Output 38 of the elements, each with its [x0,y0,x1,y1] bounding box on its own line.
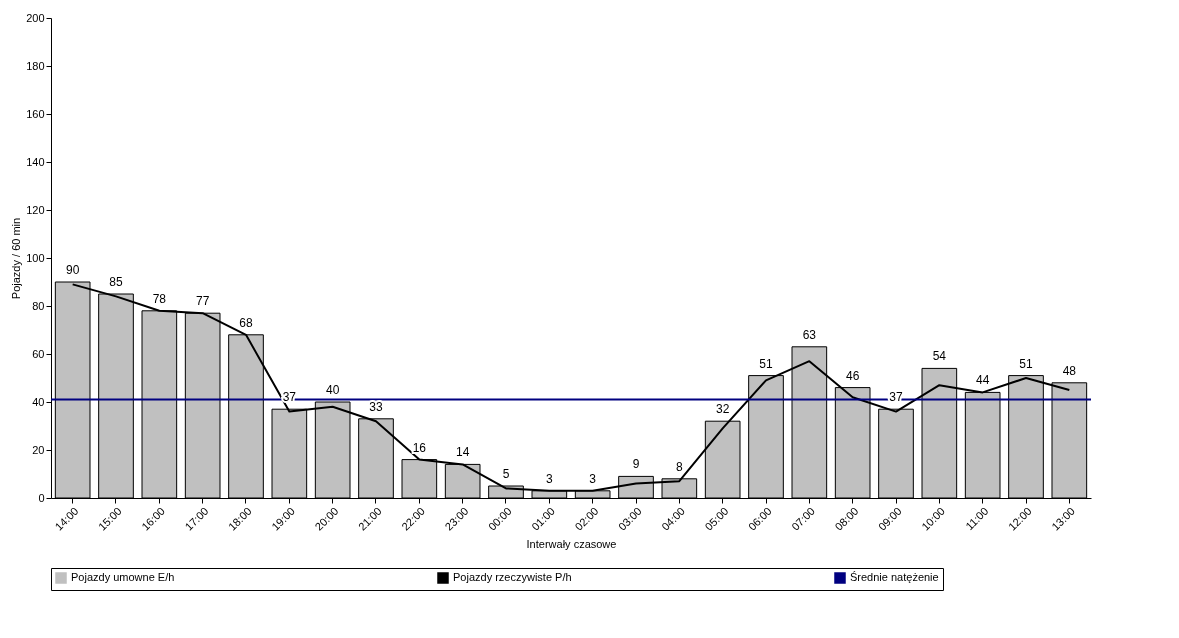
data-label: 77 [195,294,210,309]
data-label: 46 [845,368,860,383]
data-label: 54 [932,349,947,364]
y-tick-label: 160 [26,107,45,120]
legend-label: Pojazdy umowne E/h [71,571,175,583]
data-label: 68 [239,315,253,330]
data-label: 3 [589,471,597,486]
data-label: 48 [1062,363,1077,378]
data-label: 3 [545,471,553,486]
data-label: 14 [455,445,470,460]
y-tick-label: 0 [38,491,45,504]
data-label: 16 [412,440,427,455]
data-label: 63 [802,327,817,342]
x-axis-title: Interwały czasowe [526,537,617,550]
y-tick-label: 40 [32,395,45,408]
legend-label: Pojazdy rzeczywiste P/h [453,571,572,583]
data-label: 44 [975,373,990,388]
data-label: 51 [759,356,773,371]
y-axis-title: Pojazdy / 60 min [10,217,23,300]
y-tick-label: 100 [26,251,45,264]
y-tick-label: 200 [26,11,45,24]
data-label: 40 [325,383,340,397]
y-tick-label: 140 [26,155,45,168]
y-tick-label: 20 [32,443,45,456]
data-label: 33 [369,399,383,414]
y-tick-label: 60 [32,347,45,360]
data-label: 8 [675,459,683,474]
data-label: 5 [502,467,510,481]
data-label: 9 [632,457,640,472]
y-tick-label: 120 [26,203,45,216]
data-label: 78 [152,291,167,306]
data-label: 51 [1019,356,1033,371]
y-tick-label: 180 [26,59,45,72]
data-label: 85 [109,275,123,289]
legend-label: Średnie natężenie [850,571,939,583]
y-tick-label: 80 [32,299,45,312]
data-label: 32 [715,402,730,417]
data-label: 90 [65,263,80,277]
